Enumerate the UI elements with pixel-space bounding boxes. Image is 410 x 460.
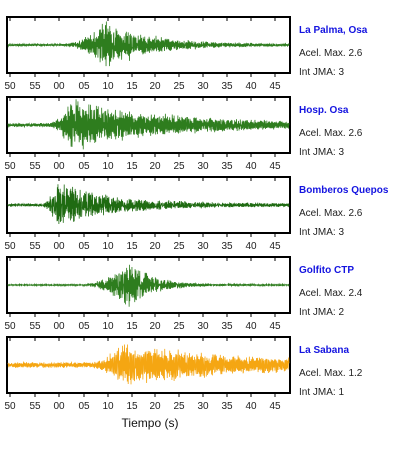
pga-label: Acel. Max. 1.2 xyxy=(299,368,363,379)
x-tick-label: 40 xyxy=(245,401,257,412)
x-tick-label: 00 xyxy=(53,241,65,252)
x-tick-label: 35 xyxy=(221,81,233,92)
pga-label: Acel. Max. 2.6 xyxy=(299,208,363,219)
x-tick-label: 30 xyxy=(197,81,209,92)
x-tick-label: 50 xyxy=(4,81,16,92)
x-tick-label: 05 xyxy=(78,401,90,412)
x-tick-label: 05 xyxy=(78,161,90,172)
x-tick-label: 25 xyxy=(173,321,185,332)
x-tick-label: 45 xyxy=(269,321,281,332)
x-tick-label: 25 xyxy=(173,401,185,412)
station-panel: 50 55 00 05 10 15 20 25 30 35 40 45 La Palma, Osa Ace… xyxy=(4,16,368,92)
station-name: Hosp. Osa xyxy=(299,105,349,116)
station-panel: 50 55 00 05 10 15 20 25 30 35 40 45 Hosp. Osa Acel. M… xyxy=(4,96,363,172)
x-tick-label: 10 xyxy=(102,321,114,332)
x-tick-label: 20 xyxy=(149,161,161,172)
jma-label: Int JMA: 2 xyxy=(299,307,344,318)
x-tick-label: 20 xyxy=(149,81,161,92)
x-tick-label: 45 xyxy=(269,401,281,412)
x-tick-label: 45 xyxy=(269,161,281,172)
station-name: La Palma, Osa xyxy=(299,25,368,36)
x-tick-label: 55 xyxy=(29,401,41,412)
x-tick-label: 30 xyxy=(197,321,209,332)
x-tick-label: 20 xyxy=(149,321,161,332)
x-tick-label: 25 xyxy=(173,81,185,92)
x-tick-label: 20 xyxy=(149,241,161,252)
x-tick-label: 25 xyxy=(173,161,185,172)
x-tick-label: 30 xyxy=(197,401,209,412)
waveform-trace xyxy=(7,344,290,385)
x-tick-label: 15 xyxy=(126,401,138,412)
pga-label: Acel. Max. 2.6 xyxy=(299,128,363,139)
x-tick-label: 50 xyxy=(4,401,16,412)
x-tick-label: 30 xyxy=(197,161,209,172)
x-tick-label: 45 xyxy=(269,241,281,252)
station-name: Bomberos Quepos xyxy=(299,185,389,196)
x-tick-label: 05 xyxy=(78,81,90,92)
x-tick-label: 00 xyxy=(53,401,65,412)
x-tick-label: 55 xyxy=(29,321,41,332)
x-tick-label: 30 xyxy=(197,241,209,252)
x-tick-label: 50 xyxy=(4,161,16,172)
waveform-trace xyxy=(7,21,290,67)
x-tick-label: 00 xyxy=(53,321,65,332)
x-tick-label: 10 xyxy=(102,81,114,92)
waveform-trace xyxy=(7,99,290,150)
x-tick-label: 40 xyxy=(245,161,257,172)
jma-label: Int JMA: 3 xyxy=(299,67,344,78)
x-tick-label: 50 xyxy=(4,241,16,252)
jma-label: Int JMA: 1 xyxy=(299,387,344,398)
x-tick-label: 15 xyxy=(126,241,138,252)
x-tick-label: 10 xyxy=(102,401,114,412)
station-panel: 50 55 00 05 10 15 20 25 30 35 40 45 La Sabana Acel. M… xyxy=(4,336,363,412)
pga-label: Acel. Max. 2.4 xyxy=(299,288,363,299)
x-tick-label: 25 xyxy=(173,241,185,252)
x-tick-label: 45 xyxy=(269,81,281,92)
x-tick-label: 20 xyxy=(149,401,161,412)
x-tick-label: 05 xyxy=(78,321,90,332)
x-tick-label: 55 xyxy=(29,241,41,252)
x-tick-label: 40 xyxy=(245,81,257,92)
jma-label: Int JMA: 3 xyxy=(299,227,344,238)
waveform-trace xyxy=(7,264,290,307)
x-axis-title: Tiempo (s) xyxy=(122,416,179,430)
x-tick-label: 35 xyxy=(221,241,233,252)
x-tick-label: 15 xyxy=(126,161,138,172)
station-name: Golfito CTP xyxy=(299,265,354,276)
x-tick-label: 35 xyxy=(221,401,233,412)
x-tick-label: 50 xyxy=(4,321,16,332)
x-tick-label: 15 xyxy=(126,81,138,92)
jma-label: Int JMA: 3 xyxy=(299,147,344,158)
station-panel: 50 55 00 05 10 15 20 25 30 35 40 45 Bomberos Quepos A… xyxy=(4,176,389,252)
station-name: La Sabana xyxy=(299,345,349,356)
x-tick-label: 55 xyxy=(29,81,41,92)
x-tick-label: 00 xyxy=(53,161,65,172)
x-tick-label: 40 xyxy=(245,321,257,332)
x-tick-label: 55 xyxy=(29,161,41,172)
x-tick-label: 35 xyxy=(221,161,233,172)
x-tick-label: 40 xyxy=(245,241,257,252)
x-tick-label: 10 xyxy=(102,161,114,172)
x-tick-label: 05 xyxy=(78,241,90,252)
pga-label: Acel. Max. 2.6 xyxy=(299,48,363,59)
x-tick-label: 00 xyxy=(53,81,65,92)
x-tick-label: 10 xyxy=(102,241,114,252)
x-tick-label: 15 xyxy=(126,321,138,332)
station-panel: 50 55 00 05 10 15 20 25 30 35 40 45 Golfito CTP Acel.… xyxy=(4,256,363,332)
x-tick-label: 35 xyxy=(221,321,233,332)
waveform-trace xyxy=(7,184,290,225)
